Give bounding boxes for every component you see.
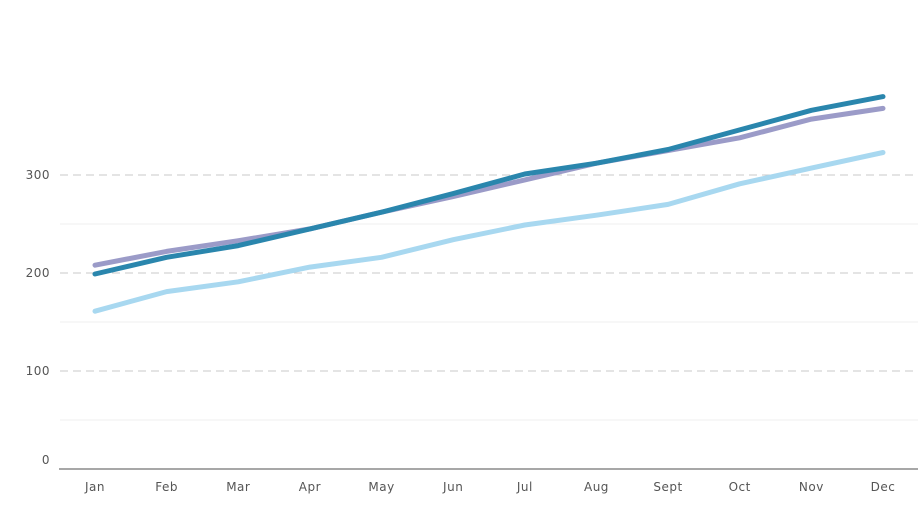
y-axis-tick-labels: 0 100 200 300 xyxy=(26,168,50,467)
grid-lines xyxy=(60,174,918,421)
x-tick-label: May xyxy=(368,480,394,494)
x-tick-label: Apr xyxy=(299,480,321,494)
y-tick-label: 0 xyxy=(42,453,50,467)
x-tick-label: Oct xyxy=(729,480,751,494)
x-tick-label: Mar xyxy=(226,480,250,494)
x-axis-tick-labels: Jan Feb Mar Apr May Jun Jul Aug Sept Oct Nov Dec xyxy=(84,480,895,494)
x-tick-label: Sept xyxy=(653,480,682,494)
x-tick-label: Dec xyxy=(871,480,896,494)
series-line-1 xyxy=(92,150,886,314)
x-tick-label: Jan xyxy=(84,480,105,494)
x-tick-label: Jun xyxy=(442,480,463,494)
x-tick-label: Feb xyxy=(155,480,178,494)
x-tick-label: Aug xyxy=(584,480,609,494)
x-tick-label: Jul xyxy=(516,480,533,494)
series-lines xyxy=(92,94,886,314)
series-line-2 xyxy=(92,105,886,268)
y-tick-label: 100 xyxy=(26,364,50,378)
y-tick-label: 300 xyxy=(26,168,50,182)
series-line-3 xyxy=(92,94,886,277)
y-tick-label: 200 xyxy=(26,266,50,280)
x-tick-label: Nov xyxy=(799,480,824,494)
